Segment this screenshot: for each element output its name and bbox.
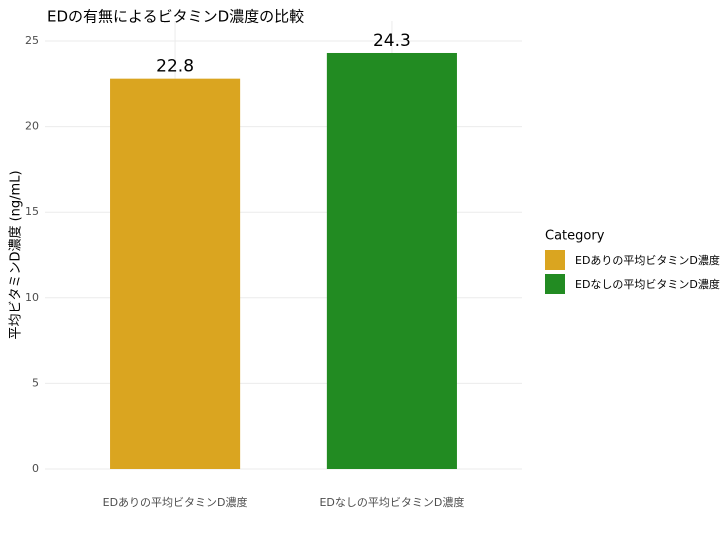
x-tick-label: EDありの平均ビタミンD濃度 xyxy=(103,495,248,509)
legend-label: EDありの平均ビタミンD濃度 xyxy=(575,253,720,267)
y-tick-label: 25 xyxy=(25,34,39,47)
y-axis-label: 平均ビタミンD濃度 (ng/mL) xyxy=(8,170,24,339)
y-tick-label: 20 xyxy=(25,120,39,133)
bar xyxy=(326,52,457,469)
legend-key xyxy=(545,274,565,294)
y-tick-label: 0 xyxy=(32,462,39,475)
legend-key xyxy=(545,250,565,270)
legend-label: EDなしの平均ビタミンD濃度 xyxy=(575,277,720,291)
y-tick-label: 15 xyxy=(25,205,39,218)
bar xyxy=(110,78,241,469)
y-tick-label: 10 xyxy=(25,291,39,304)
data-label: 22.8 xyxy=(156,57,194,77)
data-label: 24.3 xyxy=(373,31,411,51)
y-tick-label: 5 xyxy=(32,376,39,389)
legend-title: Category xyxy=(545,229,605,244)
x-tick-label: EDなしの平均ビタミンD濃度 xyxy=(319,495,464,509)
chart-title: EDの有無によるビタミンD濃度の比較 xyxy=(47,8,304,26)
